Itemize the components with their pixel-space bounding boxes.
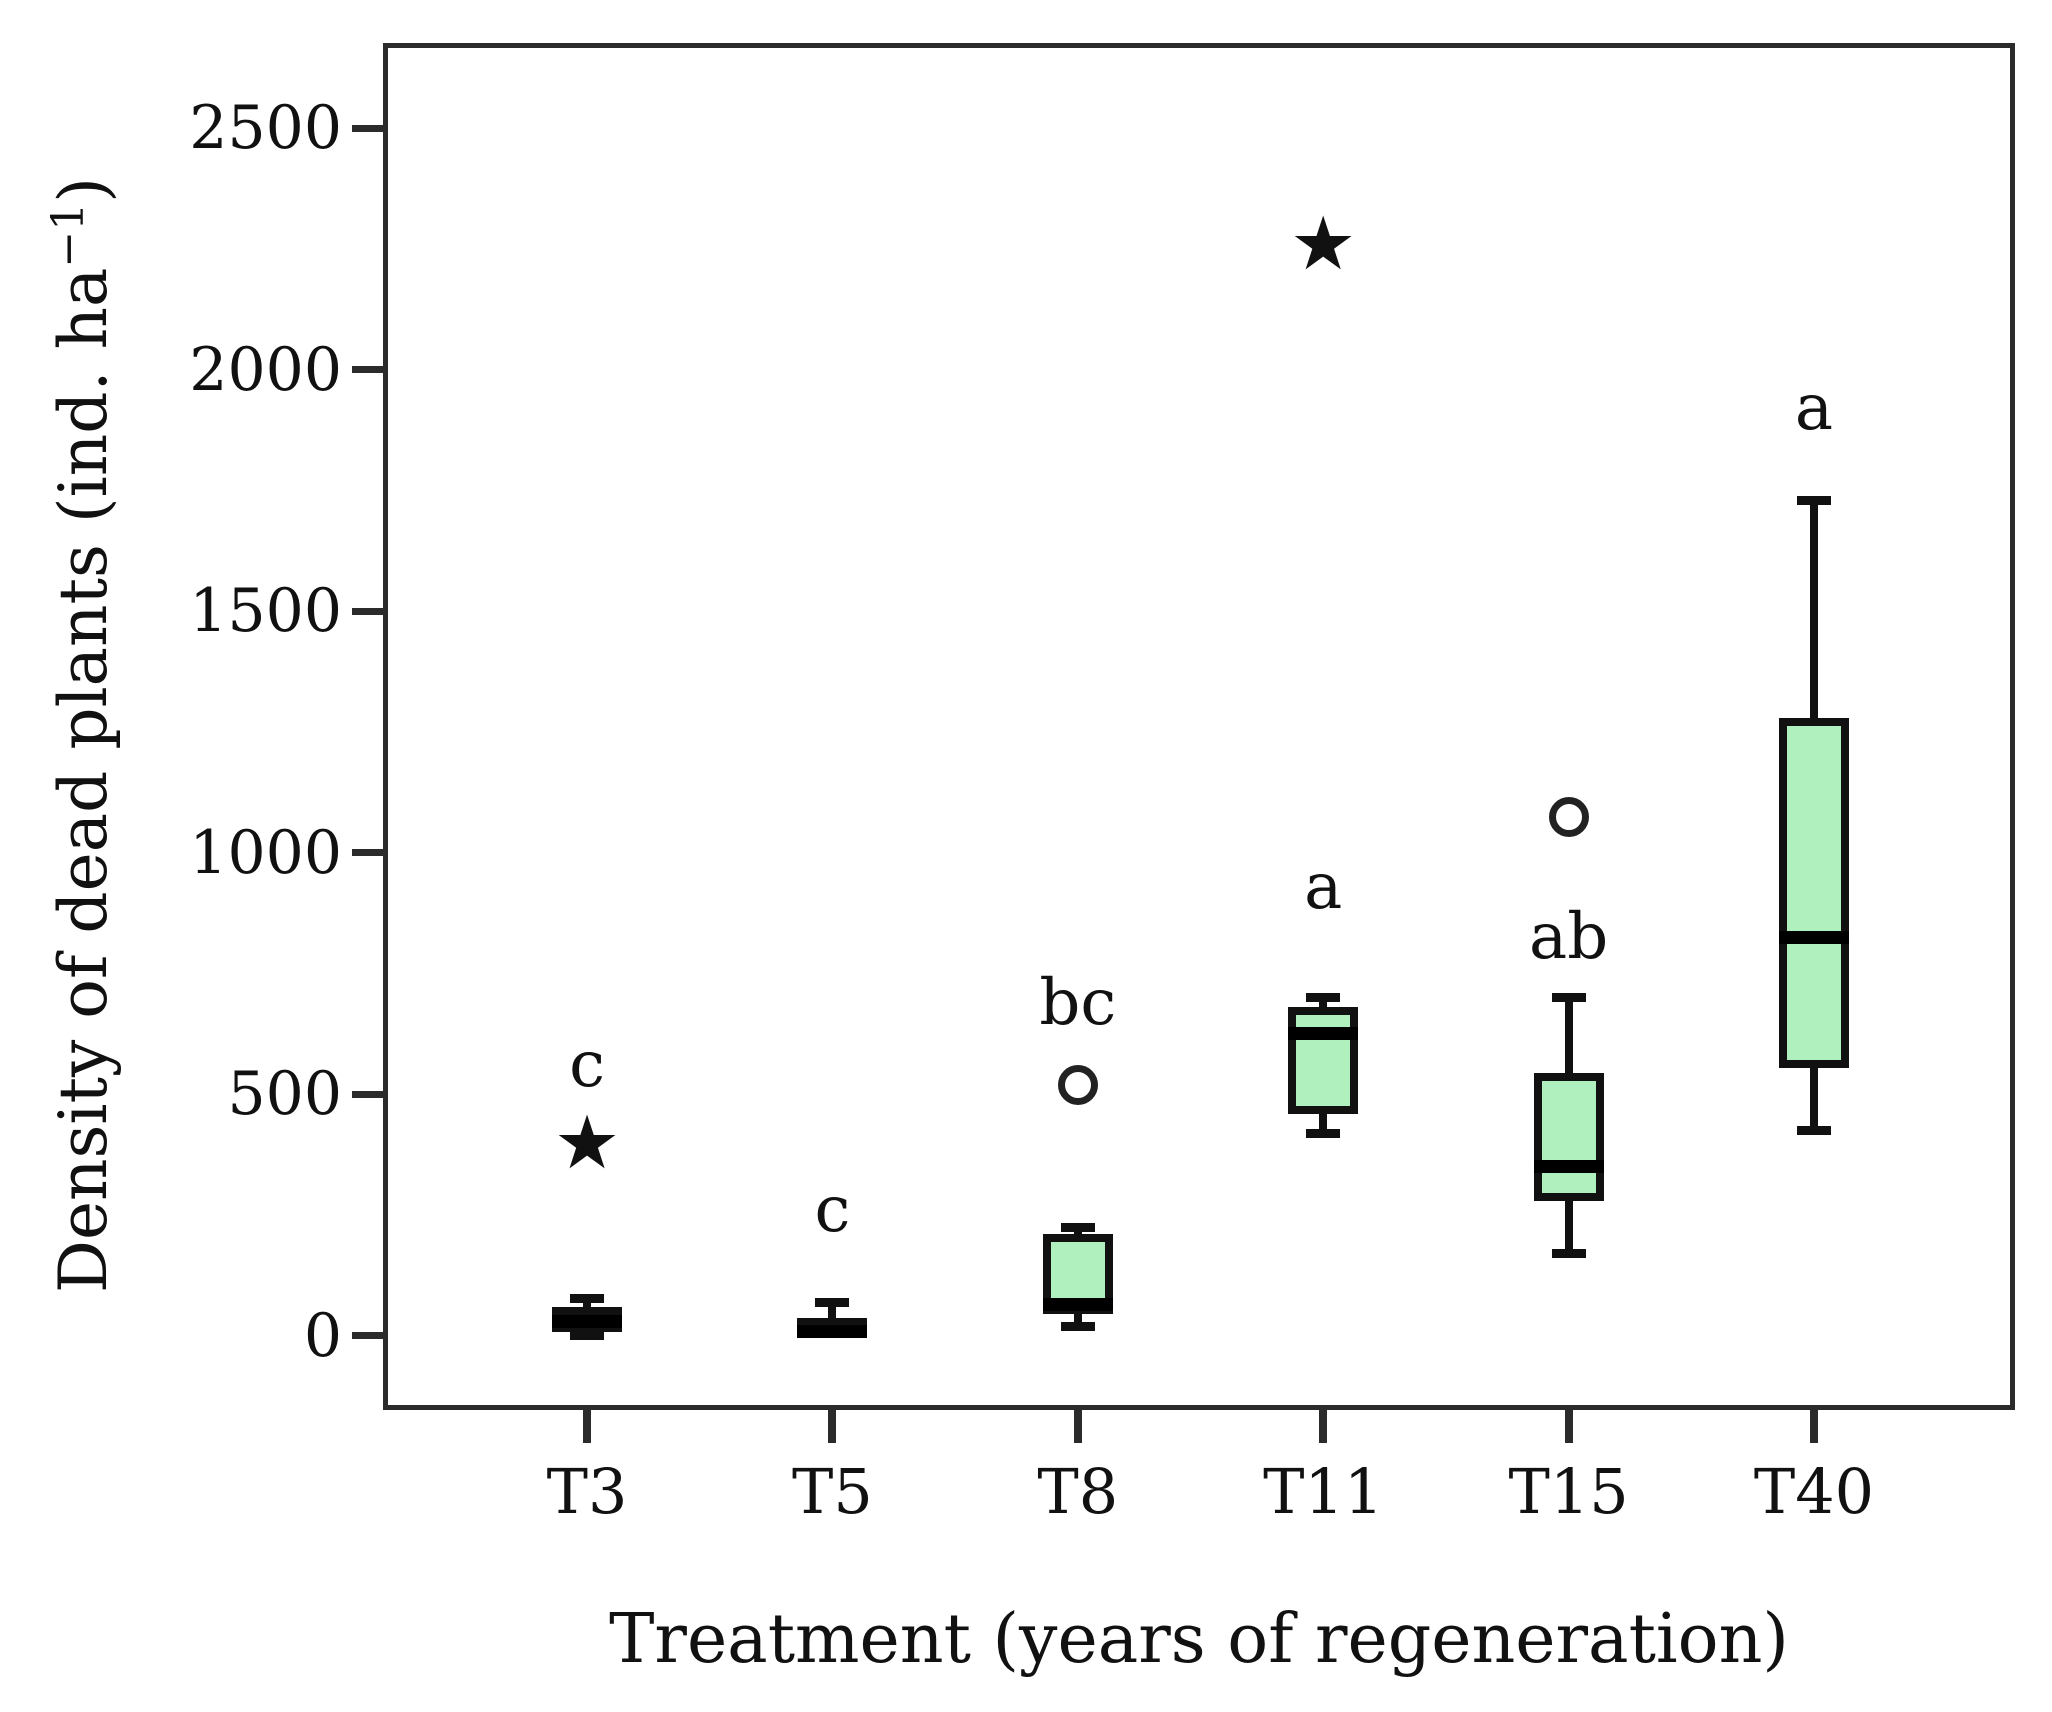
x-axis-tick (828, 1405, 837, 1443)
y-tick-label: 2000 (189, 334, 342, 405)
y-axis-tick (352, 849, 388, 857)
upper-whisker-cap (1551, 993, 1586, 1003)
lower-whisker-cap (1797, 1126, 1831, 1136)
plot-frame (383, 43, 2015, 1410)
significance-letter: c (814, 1173, 851, 1248)
y-axis-label-main: Density of dead plants (ind. ha (45, 267, 122, 1293)
median-line (1042, 1298, 1113, 1312)
upper-whisker-stem (1810, 500, 1818, 718)
median-line (1779, 930, 1849, 944)
x-axis-tick (1319, 1405, 1328, 1443)
median-line (552, 1314, 622, 1328)
x-tick-label: T11 (1263, 1455, 1384, 1528)
upper-whisker-cap (1797, 495, 1831, 505)
upper-whisker-cap (570, 1293, 604, 1303)
significance-letter: a (1304, 849, 1343, 924)
upper-whisker-stem (828, 1302, 837, 1318)
outlier-star-icon: ★ (553, 1099, 621, 1186)
y-tick-label: 1500 (189, 576, 342, 647)
x-tick-label: T40 (1753, 1455, 1875, 1528)
y-axis-tick (352, 1090, 388, 1098)
x-tick-label: T15 (1508, 1455, 1629, 1528)
upper-whisker-stem (1319, 997, 1328, 1008)
significance-letter: c (569, 1028, 605, 1103)
significance-letter: a (1794, 371, 1834, 446)
upper-whisker-cap (1060, 1222, 1095, 1232)
y-tick-label: 500 (227, 1059, 342, 1130)
outlier-star-icon: ★ (1290, 201, 1357, 288)
outlier-circle-icon (1548, 796, 1589, 837)
outlier-circle-icon (1057, 1064, 1098, 1105)
x-axis-tick (1073, 1405, 1082, 1443)
lower-whisker-cap (570, 1331, 604, 1341)
lower-whisker-stem (1319, 1113, 1328, 1133)
y-axis-tick (352, 1332, 388, 1340)
y-tick-label: 0 (303, 1300, 342, 1371)
x-axis-label: Treatment (years of regeneration) (609, 1600, 1789, 1679)
lower-whisker-stem (1073, 1314, 1082, 1327)
y-axis-label-close: ) (45, 177, 122, 203)
median-line (1288, 1027, 1359, 1041)
x-axis-tick (1810, 1405, 1818, 1443)
lower-whisker-stem (1810, 1067, 1818, 1131)
y-axis-tick (352, 607, 388, 615)
significance-letter: bc (1039, 965, 1117, 1040)
significance-letter: ab (1529, 900, 1609, 975)
x-axis-tick (1564, 1405, 1573, 1443)
lower-whisker-cap (1306, 1128, 1341, 1138)
lower-whisker-stem (1564, 1200, 1573, 1254)
upper-whisker-cap (815, 1297, 850, 1307)
upper-whisker-cap (1306, 993, 1341, 1003)
x-tick-label: T3 (546, 1455, 628, 1528)
box (1779, 717, 1849, 1068)
x-axis-tick (583, 1405, 591, 1443)
y-tick-label: 1000 (189, 817, 342, 888)
y-axis-tick (352, 124, 388, 132)
y-axis-label-superscript: −1 (43, 202, 94, 268)
upper-whisker-stem (1564, 997, 1573, 1073)
median-line (1533, 1160, 1604, 1174)
y-axis-label: Density of dead plants (ind. ha−1) (43, 177, 122, 1293)
x-tick-label: T8 (1037, 1455, 1119, 1528)
box (1288, 1007, 1359, 1114)
box (1533, 1072, 1604, 1201)
x-tick-label: T5 (791, 1455, 873, 1528)
y-axis-tick (352, 366, 388, 374)
y-tick-label: 2500 (189, 93, 342, 164)
lower-whisker-cap (1060, 1321, 1095, 1331)
median-line (797, 1324, 868, 1338)
lower-whisker-cap (1551, 1249, 1586, 1259)
